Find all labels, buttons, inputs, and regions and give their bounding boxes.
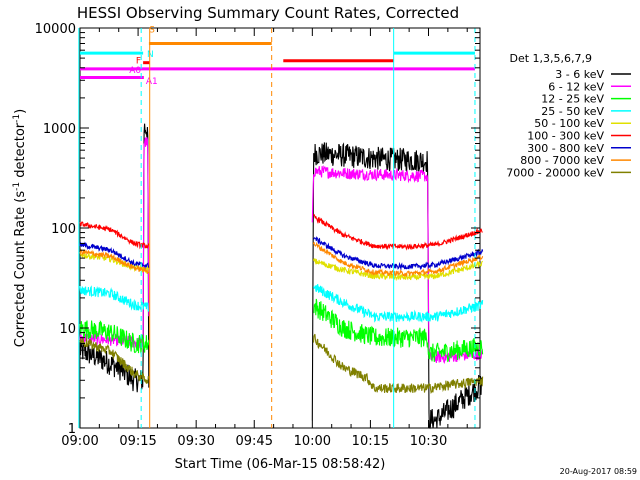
legend-label-7: 300 - 800 keV <box>527 142 604 155</box>
series-6-segment-2 <box>313 213 483 251</box>
series-8-segment-1 <box>79 248 150 275</box>
legend-label-6: 100 - 300 keV <box>527 130 604 143</box>
series-3 <box>79 298 484 363</box>
x-axis-label: Start Time (06-Mar-15 08:58:42) <box>175 457 386 472</box>
legend-label-5: 50 - 100 keV <box>534 117 604 130</box>
x-tick-label: 10:15 <box>352 434 389 449</box>
series-9-segment-1 <box>79 337 150 384</box>
series-2 <box>79 137 483 365</box>
x-tick-label: 09:45 <box>236 434 273 449</box>
flag-label-f: F <box>136 57 141 67</box>
legend-title: Det 1,3,5,6,7,9 <box>509 52 592 65</box>
x-axis: 09:00 09:15 09:30 09:45 10:00 10:15 10:30 <box>61 28 468 449</box>
series-9-segment-2 <box>312 333 484 395</box>
series-6 <box>79 213 483 251</box>
series-1-segment-2 <box>311 142 483 429</box>
flag-label-a1: A1 <box>146 77 158 87</box>
series-1-segment-1 <box>79 123 150 393</box>
y-axis-label-main: Corrected Count Rate (s <box>13 191 28 348</box>
series-7-segment-1 <box>79 241 150 270</box>
y-axis-label-superscript: -1 <box>12 182 22 191</box>
series-1 <box>79 123 483 429</box>
y-tick-label: 1 <box>68 422 76 437</box>
flag-label-s: S <box>149 26 155 36</box>
y-tick-label: 100 <box>51 222 76 237</box>
y-axis-label-middle: detector <box>13 122 28 182</box>
vertical-markers-layer <box>78 28 476 428</box>
legend-label-2: 6 - 12 keV <box>548 80 604 93</box>
y-axis-label-end: ) <box>13 109 28 114</box>
data-series-layer <box>79 123 484 429</box>
series-8-segment-2 <box>312 241 484 278</box>
series-4-segment-1 <box>79 285 150 312</box>
series-3-segment-1 <box>79 320 150 354</box>
flag-label-n: N <box>147 50 154 60</box>
series-8 <box>79 241 484 278</box>
y-tick-label: 1000 <box>43 122 76 137</box>
x-tick-label: 09:30 <box>177 434 214 449</box>
y-axis-label-superscript-2: -1 <box>12 114 22 123</box>
series-7-segment-2 <box>313 236 484 271</box>
x-tick-label: 10:30 <box>410 434 447 449</box>
x-tick-label: 09:15 <box>119 434 156 449</box>
series-4 <box>79 283 484 323</box>
legend-label-3: 12 - 25 keV <box>541 93 604 106</box>
legend-label-4: 25 - 50 keV <box>541 105 604 118</box>
y-tick-label: 10000 <box>35 22 76 37</box>
series-2-segment-2 <box>311 165 483 365</box>
series-9 <box>79 333 484 395</box>
flag-label-a0: A0 <box>129 66 141 76</box>
series-7 <box>79 236 484 271</box>
plot-frame <box>79 27 481 429</box>
legend-label-1: 3 - 6 keV <box>555 68 604 81</box>
y-tick-label: 10 <box>59 322 76 337</box>
series-4-segment-2 <box>312 283 484 323</box>
series-6-segment-1 <box>79 221 150 250</box>
chart-title: HESSI Observing Summary Count Rates, Cor… <box>77 4 459 22</box>
legend-label-8: 800 - 7000 keV <box>520 154 604 167</box>
series-3-segment-2 <box>313 298 484 363</box>
timestamp: 20-Aug-2017 08:59 <box>560 467 637 476</box>
x-tick-label: 10:00 <box>294 434 331 449</box>
legend-label-9: 7000 - 20000 keV <box>506 166 604 179</box>
y-axis-label: Corrected Count Rate (s-1 detector-1) <box>12 109 28 347</box>
x-tick-label: 09:00 <box>61 434 98 449</box>
y-axis: 1 10 100 1000 10000 <box>35 22 480 437</box>
